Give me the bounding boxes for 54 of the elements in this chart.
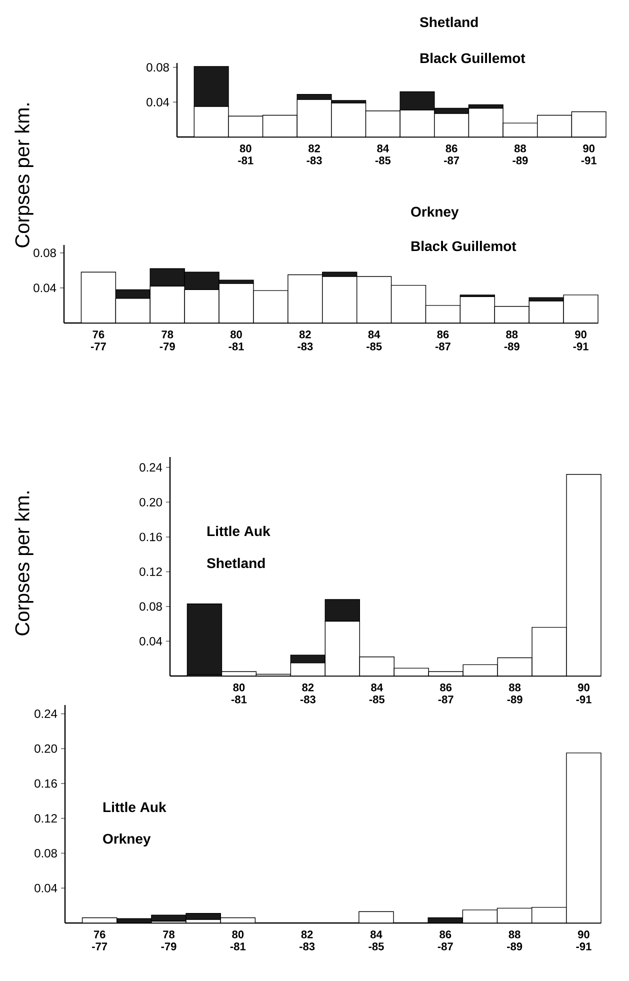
- y-tick-label: 0.08: [140, 602, 162, 611]
- x-tick-label: 90 -91: [576, 930, 592, 950]
- y-tick-label: 0.04: [34, 284, 56, 292]
- x-tick-label: 82 -83: [306, 144, 322, 164]
- x-tick-label: 84 -85: [366, 330, 382, 350]
- text: Little Auk: [207, 526, 270, 536]
- y-tick-label: 0.04: [140, 636, 162, 646]
- y-tick-label: 0.08: [34, 848, 57, 858]
- y-tick-label: 0.24: [34, 709, 58, 718]
- x-tick-label: 88 -89: [504, 330, 520, 350]
- x-tick-label: 76 -77: [92, 930, 108, 950]
- chart-subtitle: Black Guillemot: [411, 240, 516, 252]
- x-tick-label: 78 -79: [160, 330, 175, 350]
- x-tick-label: 82 -83: [300, 930, 315, 950]
- x-tick-label: 80 -81: [231, 684, 247, 704]
- x-tick-label: 86 -87: [438, 930, 453, 950]
- y-tick-label: 0.20: [34, 744, 57, 753]
- y-axis-title: Corpses per km.: [14, 491, 34, 636]
- x-tick-label: 86 -87: [438, 684, 454, 704]
- x-tick-label: 82 -83: [298, 330, 313, 350]
- y-axis-title: Corpses per km.: [14, 103, 34, 248]
- x-tick-label: 88 -89: [512, 144, 528, 164]
- y-tick-label: 0.12: [140, 567, 162, 576]
- x-tick-label: 90 -91: [581, 144, 596, 164]
- x-tick-label: 86 -87: [435, 330, 450, 350]
- text: Orkney: [103, 833, 151, 847]
- x-tick-label: 76 -77: [90, 330, 106, 350]
- y-tick-label: 0.12: [34, 814, 57, 823]
- chart-title: Orkney: [411, 206, 459, 220]
- x-tick-label: 80 -81: [228, 330, 244, 350]
- y-tick-label: 0.08: [34, 248, 56, 258]
- y-tick-label: 0.16: [140, 532, 162, 542]
- x-tick-label: 78 -79: [161, 930, 176, 950]
- y-tick-label: 0.08: [146, 63, 169, 72]
- x-tick-label: 80 -81: [238, 144, 254, 164]
- y-tick-label: 0.20: [140, 498, 162, 506]
- y-tick-label: 0.04: [34, 884, 58, 892]
- x-tick-label: 84 -85: [368, 930, 384, 950]
- x-tick-label: 90 -91: [576, 684, 592, 704]
- y-tick-label: 0.24: [140, 463, 162, 472]
- x-tick-label: 80 -81: [230, 930, 246, 950]
- x-tick-label: 86 -87: [444, 144, 460, 164]
- x-tick-label: 84 -85: [375, 144, 391, 164]
- x-tick-label: 88 -89: [507, 930, 522, 950]
- text: Shetland: [206, 558, 265, 568]
- x-tick-label: 88 -89: [507, 684, 522, 704]
- y-tick-label: 0.04: [146, 98, 170, 106]
- x-tick-label: 82 -83: [300, 684, 316, 704]
- x-tick-label: 90 -91: [573, 330, 588, 350]
- text: Little Auk: [103, 802, 166, 812]
- x-tick-label: 84 -85: [369, 684, 385, 704]
- chart-title: Shetland: [420, 16, 478, 28]
- y-tick-label: 0.16: [34, 779, 57, 788]
- chart-subtitle: Black Guillemot: [420, 52, 526, 64]
